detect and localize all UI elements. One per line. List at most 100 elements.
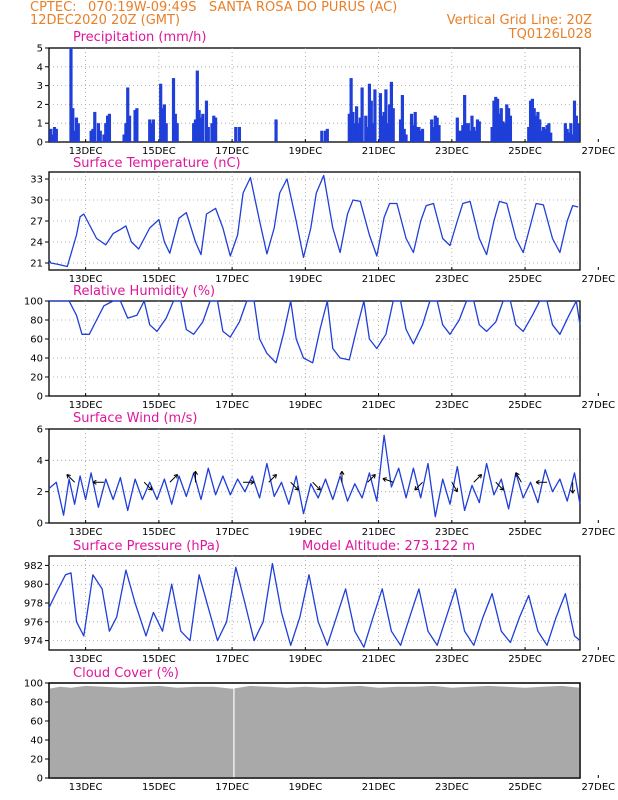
precip-bar <box>431 126 436 142</box>
rh-panel: Relative Humidity (%) 0 20 40 60 80 100 13DEC 15… <box>24 284 615 411</box>
cloud-xtick-label: 19DEC <box>288 782 322 793</box>
precip-bar <box>360 87 364 142</box>
wind-arrowhead-icon <box>272 474 277 479</box>
temp-xtick-label: 17DEC <box>215 274 249 285</box>
precip-bar <box>505 104 509 142</box>
rh-xtick-label: 17DEC <box>215 400 249 411</box>
precip-bar <box>384 89 388 142</box>
cloud-xtick-label: 13DEC <box>69 782 103 793</box>
wind-xtick-label: 13DEC <box>69 527 103 538</box>
temp-xtick-label: 23DEC <box>435 274 469 285</box>
precip-bar <box>433 115 437 142</box>
precip-bar <box>477 121 481 142</box>
pres-xtick-label: 15DEC <box>142 654 176 665</box>
precip-ytick-label: 4 <box>37 62 43 73</box>
precip-bar <box>528 100 533 142</box>
precip-bar <box>541 126 545 142</box>
precip-bar <box>506 108 511 142</box>
precip-bar <box>175 123 179 142</box>
precip-bar <box>409 113 414 142</box>
precip-ytick-label: 0 <box>37 138 43 149</box>
precip-bar <box>530 98 534 142</box>
precip-bar <box>107 113 112 142</box>
precip-bar <box>206 126 210 142</box>
pres-xtick-label: 17DEC <box>215 654 249 665</box>
precip-frame <box>48 47 581 143</box>
cloud-ytick-label: 60 <box>30 717 43 728</box>
precip-bar <box>54 128 58 142</box>
precip-bar <box>472 126 476 142</box>
header-location: 070:19W-09:49S SANTA ROSA DO PURUS (AC) <box>88 0 398 15</box>
precip-bar <box>494 96 498 142</box>
header-grid-note: Vertical Grid Line: 20Z <box>446 13 592 28</box>
cloud-panel: Cloud Cover (%) 0 20 40 60 80 100 13DEC 15DEC 17D… <box>24 666 615 793</box>
precip-bar <box>199 117 203 142</box>
precip-xtick-label: 13DEC <box>69 146 103 157</box>
precip-bar <box>356 123 361 142</box>
wind-xtick-label: 17DEC <box>215 527 249 538</box>
precip-bar <box>532 108 536 142</box>
precip-bar <box>398 119 403 142</box>
rh-ytick-label: 100 <box>24 297 43 308</box>
pres-xtick-label: 27DEC <box>581 654 615 665</box>
wind-series-line <box>48 434 581 518</box>
precip-bar <box>466 123 470 142</box>
pres-xtick-label: 23DEC <box>435 654 469 665</box>
precip-bar <box>325 128 329 142</box>
precip-bar <box>527 126 531 142</box>
precip-bar <box>404 134 408 142</box>
wind-ytick-label: 6 <box>37 425 43 436</box>
precip-bar <box>400 95 404 142</box>
wind-arrow-icon <box>367 474 376 483</box>
precip-bar <box>49 128 53 142</box>
header-run-code: TQ0126L028 <box>508 27 592 42</box>
precip-bar <box>567 132 571 142</box>
precip-bar <box>353 123 357 142</box>
precip-bar <box>148 119 152 142</box>
precip-bar <box>192 123 196 142</box>
precip-bar <box>124 123 128 142</box>
pres-ytick-label: 976 <box>24 617 43 628</box>
wind-arrow-icon <box>414 481 423 491</box>
precip-panel: Precipitation (mm/h) 0 1 2 3 4 5 13DEC 15DEC 17DE… <box>37 30 616 157</box>
precip-bar <box>74 117 79 142</box>
precip-bar <box>105 115 110 142</box>
wind-arrowhead-icon <box>339 471 345 475</box>
cloud-frame-top <box>48 682 581 779</box>
precip-bar <box>323 130 328 142</box>
temp-xtick-label: 13DEC <box>69 274 103 285</box>
rh-ytick-label: 80 <box>30 316 43 327</box>
cloud-ytick-label: 100 <box>24 679 43 690</box>
pres-annotation: Model Altitude: 273.122 m <box>302 539 475 554</box>
precip-bar <box>204 100 209 142</box>
precip-bar <box>373 89 377 142</box>
precip-bar <box>104 123 108 142</box>
wind-arrowhead-icon <box>250 479 255 485</box>
precip-bar <box>369 100 373 142</box>
precip-xtick-label: 21DEC <box>362 146 396 157</box>
precip-bar <box>214 117 218 142</box>
precip-xtick-label: 15DEC <box>142 146 176 157</box>
precip-bar <box>98 130 102 142</box>
cloud-xtick-label: 21DEC <box>362 782 396 793</box>
rh-xtick-label: 19DEC <box>288 400 322 411</box>
rh-xtick-label: 13DEC <box>69 400 103 411</box>
precip-bar <box>212 115 216 142</box>
precip-bar <box>151 119 155 142</box>
precip-bar <box>193 119 198 142</box>
temp-panel: Surface Temperature (nC) 21 24 27 30 33 13DEC 1… <box>30 156 615 285</box>
precip-bar <box>210 123 214 142</box>
rh-xtick-label: 23DEC <box>435 400 469 411</box>
wind-arrowhead-icon <box>499 486 505 491</box>
precip-bar <box>437 125 441 142</box>
precip-bar <box>351 111 355 142</box>
precip-bar <box>133 110 137 142</box>
precip-bar <box>367 83 372 142</box>
temp-series-line <box>48 174 579 268</box>
wind-arrow-icon <box>495 481 504 491</box>
temp-ytick-label: 27 <box>30 217 43 228</box>
temp-xtick-label: 21DEC <box>362 274 396 285</box>
precip-xtick-label: 27DEC <box>581 146 615 157</box>
precip-bar <box>93 111 97 142</box>
cloud-area <box>49 685 580 778</box>
